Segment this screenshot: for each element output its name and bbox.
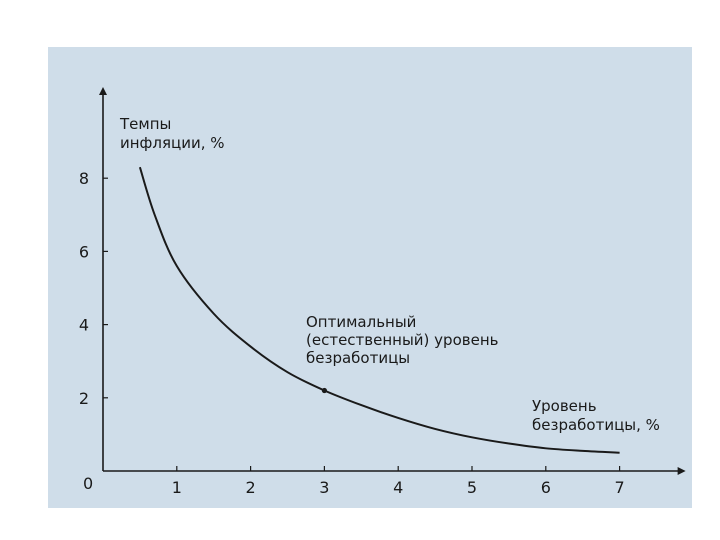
origin-label: 0 (83, 474, 93, 493)
natural-rate-point (321, 387, 327, 394)
annotation-line: безработицы (306, 349, 410, 367)
x-axis-label-line: Уровень (532, 397, 597, 415)
x-tick-label: 5 (467, 478, 477, 497)
x-axis-arrow (677, 467, 686, 475)
chart-panel: 1 2 3 4 5 6 7 2 4 6 8 0 Темпы инфляции, % Уровень … (48, 47, 692, 508)
x-axis-label: Уровень безработицы, % (532, 397, 660, 434)
natural-rate-annotation: Оптимальный (естественный) уровень безра… (306, 313, 503, 367)
ticks: 1 2 3 4 5 6 7 2 4 6 8 (79, 169, 625, 497)
x-tick-label: 1 (172, 478, 182, 497)
phillips-curve-line (138, 166, 620, 454)
annotation-line: (естественный) уровень (306, 331, 498, 349)
y-tick-label: 2 (79, 389, 89, 408)
y-axis-label: Темпы инфляции, % (119, 115, 225, 152)
y-tick-label: 4 (79, 316, 89, 335)
x-tick-label: 3 (319, 478, 329, 497)
x-tick-label: 6 (541, 478, 551, 497)
y-axis-label-line: Темпы (119, 115, 171, 133)
x-axis-label-line: безработицы, % (532, 416, 660, 434)
y-axis-arrow (99, 87, 107, 96)
curve-layer (138, 166, 620, 454)
x-tick-label: 7 (615, 478, 625, 497)
y-tick-label: 6 (79, 242, 89, 261)
phillips-curve-chart: 1 2 3 4 5 6 7 2 4 6 8 0 Темпы инфляции, % Уровень … (48, 47, 692, 508)
y-tick-label: 8 (79, 169, 89, 188)
axes (99, 87, 686, 475)
y-axis-label-line: инфляции, % (120, 134, 225, 152)
x-tick-label: 2 (246, 478, 256, 497)
annotation-line: Оптимальный (306, 313, 416, 331)
x-tick-label: 4 (393, 478, 403, 497)
chart-background (48, 47, 692, 508)
